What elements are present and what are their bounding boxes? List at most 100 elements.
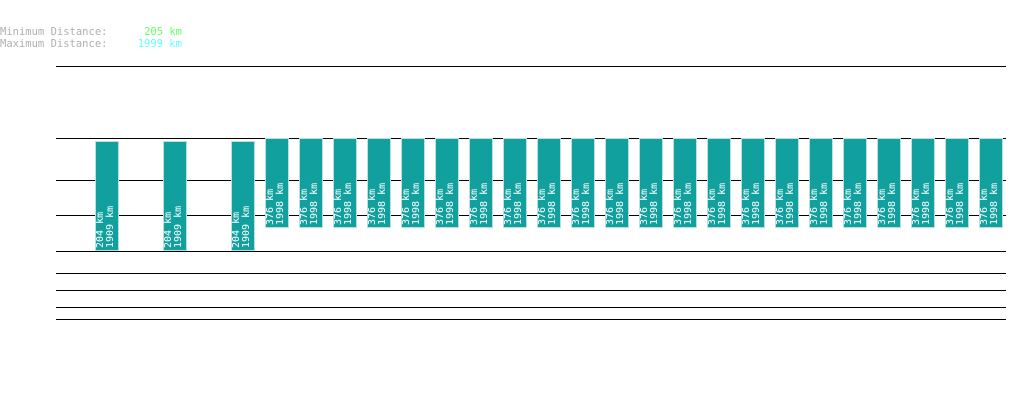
bar-label: 1998 km [343,183,354,225]
bar-label: 1998 km [853,183,864,225]
bar-label: 376 km [537,189,548,225]
bar-label: 376 km [979,189,990,225]
bar-rect [231,141,255,251]
bar-label: 376 km [503,189,514,225]
bar-label: 376 km [367,189,378,225]
bar-label: 1998 km [377,183,388,225]
bar-label: 1998 km [887,183,898,225]
bar-label: 1998 km [785,183,796,225]
bar-rect [367,138,391,228]
bar-rect [401,138,425,228]
bar-label: 1998 km [275,183,286,225]
bar-rect [877,138,901,228]
bar-label: 1998 km [615,183,626,225]
bar: 376 km 1998 km [469,138,493,228]
bar: 376 km 1998 km [367,138,391,228]
bar-label: 1998 km [683,183,694,225]
bar: 376 km 1998 km [707,138,731,228]
bar-label: 376 km [333,189,344,225]
bar-label: 1998 km [717,183,728,225]
bar-label: 376 km [945,189,956,225]
bar-rect [163,141,187,251]
bar: 376 km 1998 km [673,138,697,228]
bar-rect [979,138,1003,228]
bar-label: 1998 km [921,183,932,225]
bar-rect [843,138,867,228]
bar-label: 376 km [707,189,718,225]
bar-rect [911,138,935,228]
bar: 376 km 1998 km [571,138,595,228]
bar-label: 376 km [639,189,650,225]
bar-label: 376 km [265,189,276,225]
bar-rect [707,138,731,228]
bar-label: 376 km [469,189,480,225]
bar-label: 376 km [809,189,820,225]
max-label: Maximum Distance: [0,38,107,50]
bar: 376 km 1998 km [401,138,425,228]
bars: 204 km 1909 km 204 km 1909 km 204 km 1909 km 3… [95,138,1003,251]
bar-label: 204 km [231,212,242,248]
bar: 376 km 1998 km [435,138,459,228]
bar-label: 376 km [877,189,888,225]
bar-label: 376 km [435,189,446,225]
bar-label: 1998 km [513,183,524,225]
bar-rect [639,138,663,228]
bar-rect [741,138,765,228]
bar: 204 km 1909 km [95,141,119,251]
bar: 376 km 1998 km [911,138,935,228]
bar: 376 km 1998 km [775,138,799,228]
bar: 376 km 1998 km [639,138,663,228]
bar-rect [673,138,697,228]
bar-rect [95,141,119,251]
bar: 204 km 1909 km [231,141,255,251]
bar-label: 1998 km [751,183,762,225]
bar: 376 km 1998 km [979,138,1003,228]
bar-label: 1998 km [547,183,558,225]
bar-rect [945,138,969,228]
bar-rect [333,138,357,228]
bar-label: 376 km [741,189,752,225]
bar-rect [537,138,561,228]
bar: 376 km 1998 km [843,138,867,228]
bar-label: 1998 km [819,183,830,225]
bar-rect [265,138,289,228]
bar: 376 km 1998 km [537,138,561,228]
bar: 376 km 1998 km [741,138,765,228]
rule-lines [56,66,1006,320]
bar: 376 km 1998 km [333,138,357,228]
bar-label: 204 km [163,212,174,248]
bar: 376 km 1998 km [877,138,901,228]
bar-label: 1998 km [479,183,490,225]
bar-label: 1998 km [411,183,422,225]
bar-rect [435,138,459,228]
bar-label: 1998 km [649,183,660,225]
bar-label: 1998 km [581,183,592,225]
bar-rect [775,138,799,228]
bar: 376 km 1998 km [809,138,833,228]
bar-label: 376 km [571,189,582,225]
bar-label: 1909 km [173,206,184,248]
bar-rect [299,138,323,228]
bar-label: 1909 km [105,206,116,248]
bar-rect [469,138,493,228]
bar-label: 376 km [401,189,412,225]
bar-label: 1998 km [445,183,456,225]
bar-label: 204 km [95,212,106,248]
bar-rect [605,138,629,228]
min-label: Minimum Distance: [0,26,107,38]
bar-label: 376 km [911,189,922,225]
bar: 376 km 1998 km [265,138,289,228]
bar: 376 km 1998 km [503,138,527,228]
bar-label: 1998 km [309,183,320,225]
bar: 376 km 1998 km [945,138,969,228]
bar: 204 km 1909 km [163,141,187,251]
bar-rect [809,138,833,228]
bar-label: 1909 km [241,206,252,248]
min-value: 205 km [144,26,182,38]
bar-label: 1998 km [955,183,966,225]
bar: 376 km 1998 km [299,138,323,228]
bar-label: 376 km [299,189,310,225]
bar-label: 376 km [673,189,684,225]
bar-rect [503,138,527,228]
